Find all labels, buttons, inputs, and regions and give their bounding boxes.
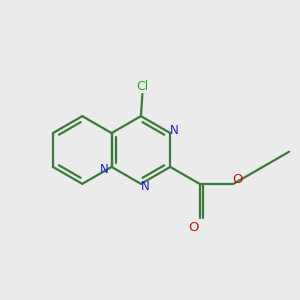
Text: Cl: Cl — [136, 80, 148, 93]
Text: O: O — [232, 173, 243, 186]
Text: N: N — [100, 164, 109, 176]
Text: N: N — [141, 180, 150, 193]
Text: O: O — [188, 221, 199, 234]
Text: N: N — [170, 124, 179, 136]
